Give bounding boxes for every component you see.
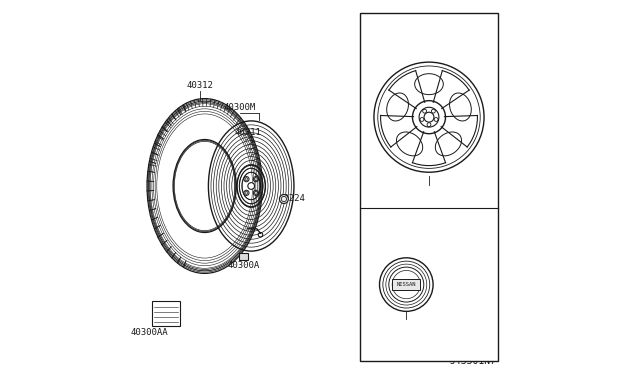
Text: 40343: 40343 <box>393 325 420 334</box>
Circle shape <box>424 112 434 122</box>
Circle shape <box>255 178 257 181</box>
Text: 40300M: 40300M <box>413 186 445 195</box>
Circle shape <box>255 191 257 194</box>
Circle shape <box>245 191 248 194</box>
Text: NISSAN: NISSAN <box>397 282 416 287</box>
Bar <box>360 13 498 361</box>
Text: 40300AA: 40300AA <box>131 328 168 337</box>
Circle shape <box>245 178 248 181</box>
Text: 40311: 40311 <box>234 128 261 137</box>
Text: 40300A: 40300A <box>228 262 260 270</box>
Text: 16x6.5J: 16x6.5J <box>410 37 448 46</box>
Bar <box>239 253 248 260</box>
Text: 40300M: 40300M <box>224 103 256 112</box>
Text: J43301N7: J43301N7 <box>450 356 497 366</box>
Text: 40312: 40312 <box>187 81 214 90</box>
Bar <box>392 279 420 290</box>
Text: ALUMINUM WHEEL: ALUMINUM WHEEL <box>388 25 470 35</box>
Text: ORNAMENT: ORNAMENT <box>402 215 449 224</box>
Bar <box>152 301 180 326</box>
Circle shape <box>280 195 289 203</box>
Circle shape <box>248 183 255 189</box>
Text: 40224: 40224 <box>278 194 305 203</box>
